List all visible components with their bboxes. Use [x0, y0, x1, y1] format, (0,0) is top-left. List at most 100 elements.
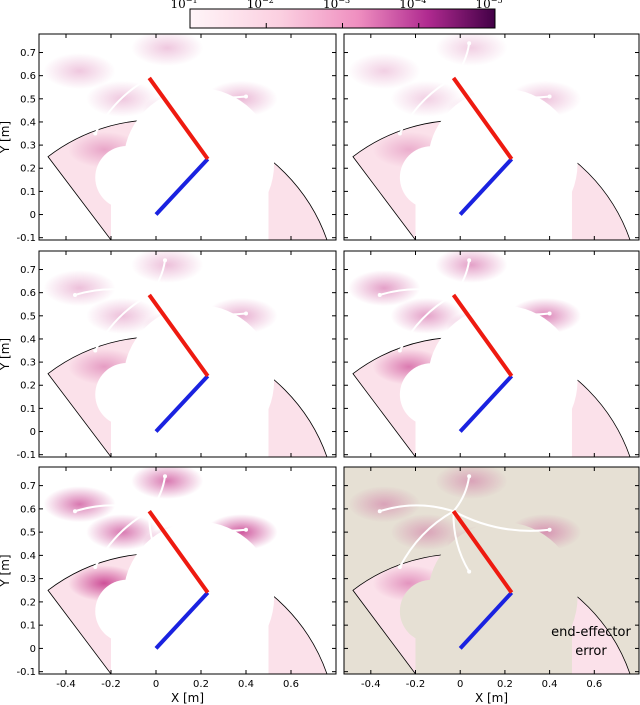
trajectory-endpoint	[467, 258, 472, 263]
trajectory-endpoint	[244, 311, 248, 316]
y-tick-label: 0.5	[20, 94, 36, 105]
error-hotspot	[446, 525, 519, 562]
y-tick-label: 0.3	[20, 141, 36, 152]
robot-link-2	[147, 76, 210, 161]
y-tick-label: 0	[30, 644, 36, 655]
x-axis-label: X [m]	[171, 691, 204, 705]
robot-link-2	[451, 510, 514, 594]
error-hotspot	[372, 348, 445, 385]
colorbar-tick-label: 10−1	[170, 0, 197, 11]
robot-link-1	[154, 374, 210, 433]
trajectory-curve	[94, 294, 150, 351]
trajectory-endpoint	[377, 509, 382, 514]
y-tick-label: 0.5	[20, 311, 36, 322]
trajectory-endpoint	[73, 509, 77, 514]
robot-link-2	[147, 293, 210, 378]
plot-frame	[343, 466, 640, 675]
error-hotspot	[142, 525, 215, 562]
y-tick-label: 0.3	[20, 358, 36, 369]
robot-link-1	[154, 591, 210, 650]
error-hotspot	[435, 467, 508, 499]
trajectory-curve	[452, 476, 471, 512]
error-hotspot	[348, 486, 421, 523]
y-tick-label: 0.3	[20, 574, 36, 585]
x-tick-label: 0.6	[283, 679, 299, 690]
trajectory-curve	[148, 294, 247, 316]
panel-row3-right: -0.4 -0.2 0 0.2 0.4 0.6 X [m] end-effector error	[343, 466, 640, 705]
x-tick-label: 0	[457, 679, 463, 690]
x-tick-label: 0.4	[238, 679, 254, 690]
x-tick-label: 0.4	[542, 679, 558, 690]
y-tick-label: 0.4	[20, 117, 36, 128]
trajectory-curve	[148, 476, 166, 512]
annotation-text: error	[575, 644, 607, 659]
trajectory-endpoint	[163, 258, 167, 263]
trajectory-curve	[398, 77, 454, 134]
trajectory-curve	[94, 77, 150, 134]
y-tick-label: 0.6	[20, 504, 36, 515]
y-tick-label: 0.2	[20, 381, 36, 392]
error-hotspot	[142, 92, 215, 129]
error-hotspot	[43, 486, 116, 523]
y-tick-label: 0.6	[20, 288, 36, 299]
error-hotspot	[435, 34, 508, 66]
x-tick-label: -0.4	[361, 679, 381, 690]
plot-frame	[38, 33, 337, 241]
y-axis-label: Y [m]	[0, 338, 12, 371]
x-tick-label: -0.2	[101, 679, 121, 690]
error-hotspot	[68, 348, 141, 385]
trajectory-curve	[148, 260, 166, 296]
y-tick-label: 0.1	[20, 187, 36, 198]
trajectory-endpoint	[467, 474, 472, 479]
error-hotspot	[372, 131, 445, 168]
error-hotspot	[205, 80, 278, 117]
error-hotspot	[131, 34, 204, 66]
robot-link-2	[147, 510, 210, 594]
error-hotspot	[372, 565, 445, 602]
trajectory-curve	[379, 288, 454, 296]
error-hotspot	[509, 80, 582, 117]
trajectory-curve	[148, 77, 247, 99]
y-tick-label: 0	[30, 210, 36, 221]
trajectory-curve	[452, 43, 471, 79]
y-tick-label: -0.1	[16, 450, 36, 461]
error-hotspot	[348, 53, 421, 90]
y-tick-label: -0.1	[16, 667, 36, 678]
y-axis-label: Y [m]	[0, 121, 12, 154]
trajectory-curve	[74, 504, 150, 513]
y-tick-label: 0.5	[20, 528, 36, 539]
panel-grid: -0.1 0 0.1 0.2 0.3 0.4 0.5 0.6 0.7 Y [m] -0.1 0 0.1 0…	[0, 33, 640, 705]
y-tick-label: 0.4	[20, 551, 36, 562]
robot-link-2	[451, 76, 514, 161]
plot-frame	[38, 250, 337, 458]
robot-link-1	[458, 591, 514, 650]
robot-link-1	[458, 374, 514, 433]
panel-row1-left: -0.1 0 0.1 0.2 0.3 0.4 0.5 0.6 0.7 Y [m]	[0, 33, 337, 244]
colorbar-tick-label: 10−5	[475, 0, 502, 11]
annotation-text: end-effector	[551, 625, 631, 640]
y-tick-label: 0.4	[20, 334, 36, 345]
colorbar: 10−1 10−2 10−3 10−4 10−5	[170, 0, 503, 29]
trajectory-curve	[453, 510, 550, 532]
trajectory-endpoint	[547, 527, 552, 532]
y-axis-label: Y [m]	[0, 554, 12, 587]
trajectory-endpoint	[163, 569, 167, 574]
error-hotspot	[509, 514, 582, 551]
y-tick-label: 0	[30, 427, 36, 438]
error-hotspot	[131, 251, 204, 283]
colorbar-ticks: 10−1 10−2 10−3 10−4 10−5	[170, 0, 503, 28]
error-hotspot	[348, 270, 421, 307]
trajectory-endpoint	[244, 527, 248, 532]
robot-link-2	[451, 293, 514, 378]
error-hotspot	[142, 309, 215, 346]
error-hotspot	[131, 467, 204, 499]
trajectory-endpoint	[397, 131, 402, 136]
error-hotspot	[509, 297, 582, 334]
trajectory-endpoint	[397, 348, 402, 353]
error-hotspot	[205, 514, 278, 551]
error-hotspot	[435, 251, 508, 283]
y-tick-label: -0.1	[16, 233, 36, 244]
y-tick-label: 0.7	[20, 48, 36, 59]
trajectory-endpoint	[397, 565, 402, 570]
